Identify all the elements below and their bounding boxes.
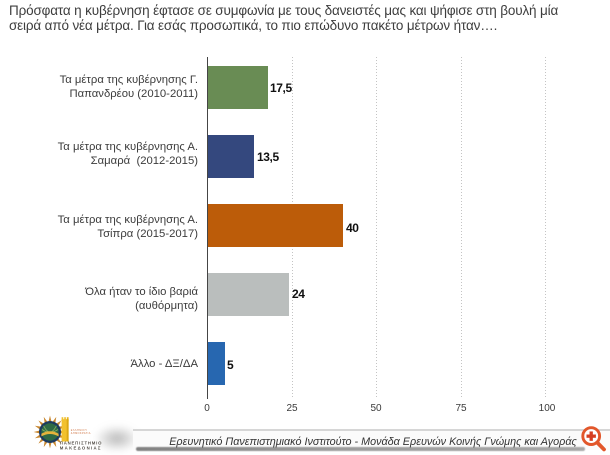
svg-text:ΠΑΝΕΠΙΣΤΗΜΙΟ: ΠΑΝΕΠΙΣΤΗΜΙΟ — [60, 441, 103, 446]
svg-text:ΕΛΛΗΝΙΚΗ: ΕΛΛΗΝΙΚΗ — [71, 429, 87, 432]
svg-text:ΜΑΚΕΔΟΝΙΑΣ: ΜΑΚΕΔΟΝΙΑΣ — [60, 446, 102, 451]
svg-text:ΔΗΜΟΚΡΑΤΙΑ: ΔΗΜΟΚΡΑΤΙΑ — [71, 432, 91, 435]
